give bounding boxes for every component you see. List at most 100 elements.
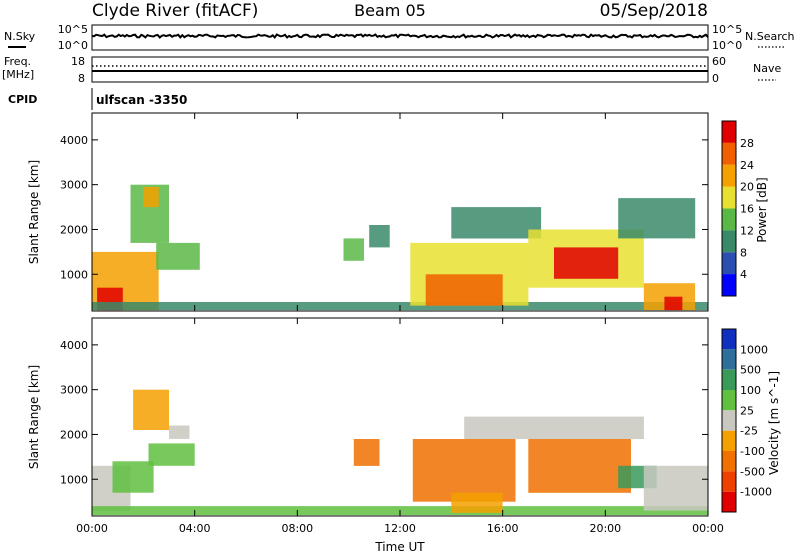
velocity-colorbar-segment: [722, 410, 736, 431]
power-colorbar-tick-label: 8: [740, 246, 747, 259]
velocity-colorbar-segment: [722, 329, 736, 350]
nsky-panel-frame: [91, 24, 709, 51]
velocity-colorbar-tick-label: 25: [740, 404, 754, 417]
power-colorbar-segment: [722, 142, 736, 165]
power-colorbar-tick-label: 24: [740, 159, 754, 172]
power-colorbar-segment: [722, 230, 736, 253]
power-y-tick-label: 2000: [60, 223, 88, 236]
velocity-colorbar-tick-label: 1000: [740, 343, 768, 356]
velocity-colorbar-label: Velocity [m s^-1]: [767, 371, 781, 475]
freq-tick-top: 18: [71, 55, 85, 68]
velocity-y-tick-label: 1000: [60, 473, 88, 486]
velocity-patch-11: [643, 465, 708, 511]
power-patch-13: [618, 198, 696, 239]
power-y-axis-label: Slant Range [km]: [27, 160, 41, 264]
velocity-colorbar-tick-label: 100: [740, 384, 761, 397]
velocity-x-tick-label: 16:00: [487, 522, 519, 535]
power-x-ticks: [91, 113, 709, 311]
power-patch-7: [369, 225, 390, 248]
velocity-patch-8: [451, 492, 503, 513]
velocity-heatmap: [92, 389, 708, 516]
nsky-label: N.Sky: [4, 30, 36, 43]
velocity-colorbar-segment: [722, 430, 736, 451]
power-colorbar-segment: [722, 252, 736, 275]
velocity-colorbar-tick-label: -500: [740, 465, 765, 478]
cpid-panel: CPID ulfscan -3350: [8, 88, 187, 110]
cpid-label: CPID: [8, 93, 37, 106]
freq-label-line1: Freq.: [4, 55, 31, 68]
velocity-patch-2: [133, 389, 169, 430]
velocity-colorbar-segment: [722, 491, 736, 512]
power-colorbar-label: Power [dB]: [755, 177, 769, 242]
power-panel: 1000 2000 3000 4000 Slant Range [km] 4 8 12 16…: [27, 112, 769, 312]
velocity-colorbar-segment: [722, 369, 736, 390]
power-heatmap: [92, 184, 708, 311]
velocity-x-tick-label: 20:00: [589, 522, 621, 535]
power-colorbar: 4 8 12 16 20 24 28: [721, 120, 754, 297]
power-y-tick-label: 1000: [60, 268, 88, 281]
beam-title: Beam 05: [354, 1, 426, 20]
velocity-colorbar-segment: [722, 471, 736, 492]
velocity-x-ticks: 00:00 04:00 08:00 12:00 16:00 20:00 00:00: [76, 318, 724, 535]
power-colorbar-segment: [722, 121, 736, 143]
velocity-colorbar-segment: [722, 451, 736, 472]
x-axis-label: Time UT: [374, 540, 425, 554]
power-patch-12: [554, 247, 619, 279]
power-colorbar-segment: [722, 208, 736, 231]
power-colorbar-tick-label: 20: [740, 181, 754, 194]
power-patch-6: [343, 238, 364, 261]
nsky-tick-bottom: 10^0: [58, 39, 88, 52]
velocity-y-tick-label: 3000: [60, 384, 88, 397]
nave-tick-bottom: 0: [712, 72, 719, 85]
velocity-y-tick-label: 2000: [60, 428, 88, 441]
freq-panel-frame: [91, 56, 709, 83]
velocity-x-tick-label: 00:00: [692, 522, 724, 535]
power-colorbar-segment: [722, 186, 736, 209]
nsearch-tick-top: 10^5: [712, 23, 742, 36]
nave-label: Nave: [753, 62, 781, 75]
velocity-colorbar-tick-label: -100: [740, 445, 765, 458]
nsky-panel: N.Sky 10^5 10^0 10^5 10^0 N.Search: [4, 23, 795, 52]
velocity-patch-9: [528, 439, 631, 493]
velocity-y-tick-label: 4000: [60, 339, 88, 352]
nave-tick-top: 60: [712, 55, 726, 68]
station-title: Clyde River (fitACF): [92, 1, 258, 21]
date-title: 05/Sep/2018: [600, 1, 708, 21]
velocity-x-tick-label: 12:00: [384, 522, 416, 535]
power-patch-15: [664, 296, 683, 311]
velocity-y-axis-label: Slant Range [km]: [27, 365, 41, 469]
velocity-y-ticks: 1000 2000 3000 4000: [60, 339, 708, 486]
velocity-patch-6: [353, 439, 380, 466]
power-colorbar-tick-label: 4: [740, 268, 747, 281]
velocity-x-tick-label: 04:00: [179, 522, 211, 535]
power-patch-4: [156, 242, 200, 270]
velocity-colorbar-tick-label: 500: [740, 364, 761, 377]
velocity-colorbar: 1000 500 100 25 -25 -100 -500 -1000: [721, 328, 772, 513]
velocity-patch-7: [412, 439, 516, 502]
power-colorbar-frame: [721, 120, 737, 297]
power-colorbar-tick-label: 28: [740, 137, 754, 150]
velocity-patch-1: [112, 461, 154, 493]
velocity-x-tick-label: 08:00: [281, 522, 313, 535]
velocity-patch-4: [169, 425, 190, 439]
freq-label-line2: [MHz]: [2, 68, 34, 81]
velocity-patch-3: [148, 443, 195, 466]
power-y-tick-label: 4000: [60, 134, 88, 147]
nsearch-label: N.Search: [745, 30, 795, 43]
velocity-patch-12: [464, 416, 644, 439]
power-colorbar-tick-label: 12: [740, 224, 754, 237]
power-colorbar-segment: [722, 274, 736, 296]
power-patch-3: [143, 186, 159, 208]
velocity-colorbar-tick-label: -25: [740, 425, 758, 438]
power-colorbar-segment: [722, 164, 736, 187]
nsearch-tick-bottom: 10^0: [712, 39, 742, 52]
freq-panel: Freq. [MHz] 18 8 60 0 Nave: [2, 55, 781, 85]
power-colorbar-tick-label: 16: [740, 203, 754, 216]
cpid-value: ulfscan -3350: [96, 93, 187, 107]
power-y-tick-label: 3000: [60, 179, 88, 192]
velocity-colorbar-tick-label: -1000: [740, 486, 772, 499]
velocity-colorbar-segment: [722, 349, 736, 370]
velocity-colorbar-frame: [721, 328, 737, 513]
nsky-tick-top: 10^5: [58, 23, 88, 36]
